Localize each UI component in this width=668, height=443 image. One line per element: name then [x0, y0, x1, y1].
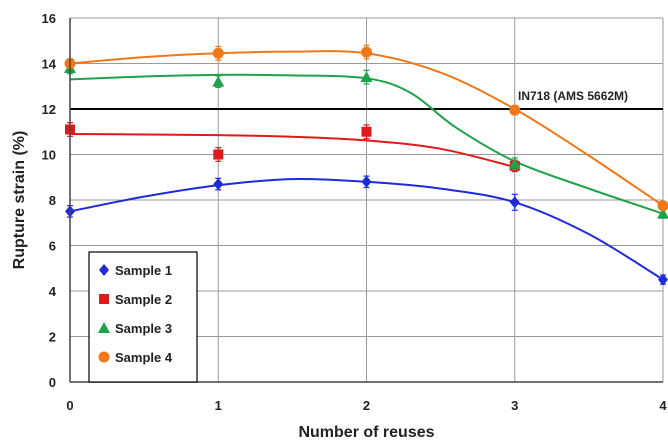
- legend-marker-sample-4: [98, 351, 110, 363]
- sample-1-point: [361, 175, 372, 188]
- y-tick-label: 10: [42, 148, 56, 163]
- x-tick-label: 3: [511, 398, 518, 413]
- legend-label-sample-3: Sample 3: [115, 321, 172, 336]
- legend-label-sample-4: Sample 4: [115, 350, 173, 365]
- legend-marker-sample-3: [98, 322, 110, 333]
- y-tick-label: 4: [49, 284, 57, 299]
- sample-2-fit-line: [69, 133, 515, 168]
- y-tick-label: 0: [49, 375, 56, 390]
- y-axis-label: Rupture strain (%): [11, 131, 28, 270]
- y-tick-label: 2: [49, 330, 56, 345]
- sample-1-point: [658, 273, 668, 286]
- y-tick-label: 12: [42, 102, 56, 117]
- data-markers: [64, 44, 668, 286]
- sample-3-point: [212, 75, 225, 87]
- y-tick-label: 6: [49, 239, 56, 254]
- sample-3-fit-line: [69, 73, 664, 215]
- legend-label-sample-2: Sample 2: [115, 292, 172, 307]
- reference-line-label: IN718 (AMS 5662M): [518, 89, 628, 103]
- x-tick-label: 0: [66, 398, 73, 413]
- y-tick-label: 8: [49, 193, 56, 208]
- y-tick-label: 16: [42, 11, 56, 26]
- sample-2-point: [213, 149, 224, 160]
- legend-marker-sample-1: [99, 264, 109, 276]
- sample-2-point: [361, 126, 372, 137]
- sample-1-point: [213, 178, 224, 191]
- sample-3-point: [657, 207, 668, 219]
- sample-4-point: [509, 104, 521, 116]
- x-axis-label: Number of reuses: [298, 424, 434, 441]
- sample-4-point: [657, 200, 668, 212]
- x-tick-label: 2: [363, 398, 370, 413]
- x-tick-labels: 0 1 2 3 4: [66, 398, 667, 413]
- legend-label-sample-1: Sample 1: [115, 263, 172, 278]
- sample-3-point: [360, 71, 373, 83]
- sample-4-point: [212, 47, 224, 59]
- sample-3-point: [508, 157, 521, 169]
- legend: Sample 1 Sample 2 Sample 3 Sample 4: [88, 251, 198, 383]
- sample-4-point: [361, 46, 372, 58]
- y-tick-label: 14: [42, 57, 57, 72]
- legend-marker-sample-2: [99, 294, 109, 304]
- x-tick-label: 1: [215, 398, 222, 413]
- reference-line-group: IN718 (AMS 5662M): [70, 89, 663, 110]
- y-tick-labels: 0 2 4 6 8 10 12 14 16: [42, 11, 57, 390]
- x-tick-label: 4: [659, 398, 667, 413]
- sample-1-point: [509, 196, 520, 209]
